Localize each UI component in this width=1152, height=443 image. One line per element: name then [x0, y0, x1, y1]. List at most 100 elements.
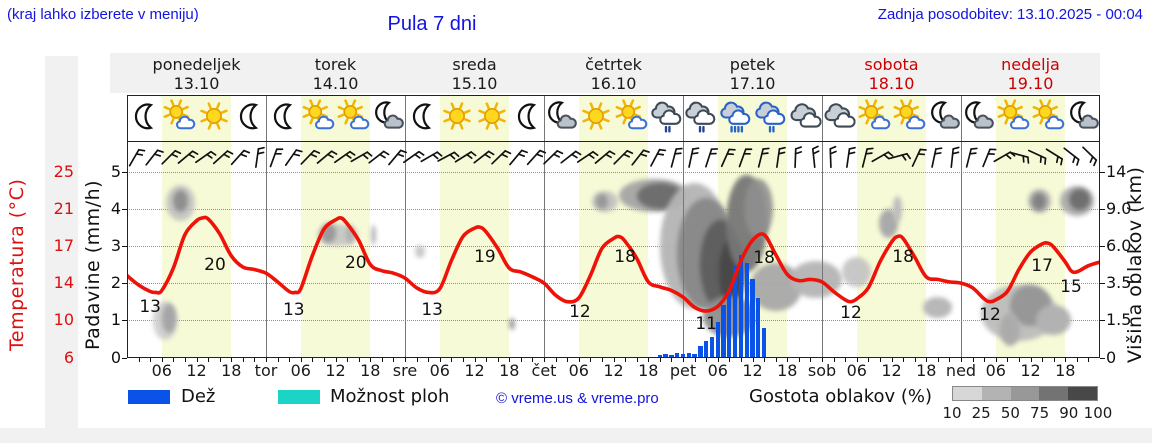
bottom-tick-mark: [486, 358, 488, 362]
wind-barb-icon: [127, 143, 148, 172]
bottom-tick-mark: [984, 358, 986, 362]
day-header: sobota 18.10: [864, 55, 919, 93]
bottom-tick-mark: [300, 358, 302, 362]
bottom-tick-mark: [416, 358, 418, 362]
bottom-tick-mark: [242, 358, 244, 362]
density-gradient-step: [981, 387, 1011, 400]
wind-barb-icon: [471, 143, 496, 172]
bottom-tick-mark: [219, 358, 221, 362]
bottom-tick-mark: [266, 358, 267, 362]
copyright-link[interactable]: © vreme.us & vreme.pro: [496, 390, 659, 407]
density-gradient-step: [953, 387, 982, 400]
day-separator: [266, 95, 267, 358]
wind-barb-icon: [783, 143, 808, 172]
weather-icon-sun: [580, 100, 613, 137]
wind-barb-icon: [384, 143, 409, 172]
density-tick-label: 25: [971, 404, 991, 422]
wind-barb-icon: [818, 143, 843, 172]
temperature-curve: [127, 215, 1100, 313]
day-header: sreda 15.10: [451, 55, 498, 93]
bottom-tick-mark: [381, 358, 383, 362]
cloud-cover-blob: [173, 190, 189, 213]
bottom-tick-mark: [462, 358, 464, 362]
bottom-tick-mark: [601, 358, 603, 362]
temperature-value-label: 12: [840, 302, 862, 323]
wind-barb-icon: [610, 143, 635, 172]
bottom-tick-mark: [590, 358, 592, 362]
left-tick-mark: [122, 245, 127, 247]
bottom-tick-mark: [752, 358, 754, 362]
bottom-tick-mark: [567, 358, 569, 362]
temp-tick: 6: [63, 347, 74, 367]
rain-bar: [727, 286, 732, 358]
bottom-tick-mark: [671, 358, 673, 362]
left-tick-mark: [122, 357, 127, 359]
bottom-tick-mark: [532, 358, 534, 362]
cloud-density-label: Gostota oblakov (%): [749, 386, 933, 407]
bottom-tick-mark: [254, 358, 256, 362]
left-tick-mark: [122, 171, 127, 173]
day-abbrev-label: ned: [945, 361, 977, 380]
cloud-cover-blob: [1032, 192, 1047, 210]
bottom-tick-mark: [208, 358, 210, 362]
rain-bar: [675, 353, 680, 358]
density-tick-label: 100: [1083, 404, 1113, 422]
bottom-tick-mark: [312, 358, 314, 362]
rain-bar: [732, 266, 738, 358]
daylight-band: [578, 95, 649, 358]
hour-label: 18: [916, 361, 937, 380]
right-tick-mark: [1100, 357, 1105, 359]
bottom-tick-mark: [1007, 358, 1009, 362]
wind-barb-icon: [453, 143, 478, 172]
day-separator: [544, 95, 545, 358]
meteogram-plot: 13 20 13 20 13 19 12 18 11 18 12 18 12 17 15: [127, 95, 1100, 358]
bottom-tick-mark: [648, 358, 650, 362]
precip-tick: 1: [110, 310, 121, 330]
temperature-value-label: 18: [753, 247, 775, 268]
bottom-tick-mark: [1018, 358, 1020, 362]
bottom-tick-mark: [509, 358, 511, 362]
wind-barb-icon: [436, 143, 461, 172]
rain-bar: [738, 255, 744, 358]
weather-icon-moon-cloud: [545, 100, 578, 137]
wind-barb-icon: [731, 143, 756, 172]
bottom-tick-mark: [335, 358, 337, 362]
bottom-tick-mark: [613, 358, 615, 362]
cloud-cover-blob: [509, 318, 516, 330]
wind-barb-icon: [887, 143, 913, 172]
hour-label: 12: [881, 361, 902, 380]
wind-barb-icon: [697, 143, 722, 172]
temp-tick: 10: [53, 310, 74, 330]
rain-bar: [761, 327, 767, 358]
wind-barb-icon: [644, 143, 669, 172]
bottom-tick-mark: [694, 358, 696, 362]
bottom-tick-mark: [717, 358, 719, 362]
bottom-tick-mark: [833, 358, 835, 362]
wind-barb-icon: [349, 143, 374, 172]
wind-barb-icon: [366, 143, 391, 172]
bottom-tick-mark: [196, 358, 198, 362]
cloud-cover-blob: [1069, 189, 1091, 210]
bottom-tick-mark: [323, 358, 325, 362]
showers-legend-label: Možnost ploh: [330, 386, 450, 407]
hour-label: 06: [846, 361, 867, 380]
temperature-value-label: 19: [474, 247, 496, 268]
wind-barb-icon: [957, 143, 982, 172]
day-separator: [961, 95, 962, 358]
bottom-tick-mark: [914, 358, 916, 362]
temp-tick: 14: [53, 273, 74, 293]
weather-icon-sun-cloud: [163, 99, 196, 137]
weather-icon-sun-cloud: [302, 99, 335, 137]
gridline: [127, 320, 1100, 322]
wind-barb-icon: [592, 143, 617, 172]
bottom-tick-mark: [393, 358, 395, 362]
temperature-axis-title: Temperatura (°C): [6, 178, 28, 352]
bottom-tick-mark: [1065, 358, 1067, 362]
hour-label: 06: [290, 361, 311, 380]
wind-barb-icon: [1009, 143, 1034, 172]
weather-icon-moon: [232, 100, 265, 137]
left-tick-mark: [122, 208, 127, 210]
wind-barb-icon: [801, 143, 826, 172]
wind-barb-icon: [766, 143, 791, 172]
showers-legend-swatch: [278, 390, 320, 404]
